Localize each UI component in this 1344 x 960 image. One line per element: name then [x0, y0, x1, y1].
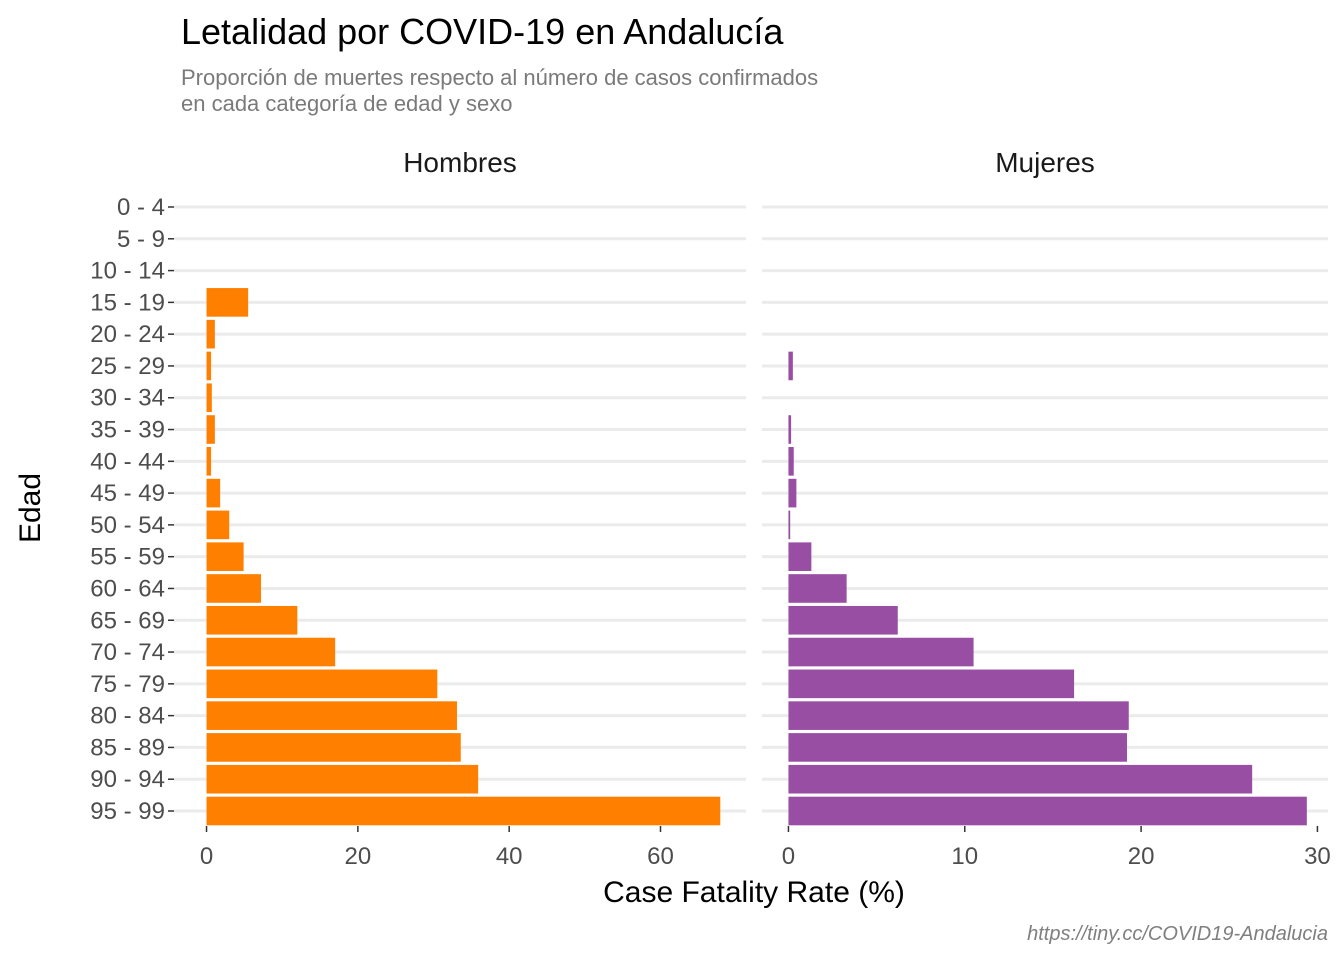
bar — [206, 478, 221, 508]
bar — [206, 542, 244, 571]
chart-caption: https://tiny.cc/COVID19-Andalucia — [1027, 923, 1328, 945]
bar — [788, 701, 1129, 730]
y-tick-label: 55 - 59 — [90, 544, 165, 571]
x-tick-label: 60 — [647, 843, 674, 870]
y-axis: 0 - 4 5 - 9 10 - 14 15 - 19 20 - 24 25 - 29 30… — [90, 194, 174, 825]
bar — [206, 605, 298, 635]
bar — [788, 415, 792, 444]
bar — [206, 288, 249, 317]
y-tick-label: 0 - 4 — [117, 194, 165, 221]
bar — [788, 637, 974, 667]
bar — [206, 764, 479, 794]
y-tick-label: 90 - 94 — [90, 766, 165, 793]
bar — [788, 510, 791, 540]
bar — [206, 319, 215, 349]
y-tick-label: 10 - 14 — [90, 258, 165, 285]
bar — [206, 447, 212, 476]
panel-mujeres: Mujeres 0 10 20 30 — [762, 147, 1331, 870]
panel-strip-label: Mujeres — [995, 147, 1095, 178]
chart-subtitle-line-2: en cada categoría de edad y sexo — [181, 91, 512, 116]
x-tick-label: 10 — [951, 843, 978, 870]
bar — [206, 637, 336, 667]
y-tick-label: 50 - 54 — [90, 512, 165, 539]
y-tick-label: 95 - 99 — [90, 798, 165, 825]
bar — [206, 383, 212, 413]
y-tick-label: 70 - 74 — [90, 639, 165, 666]
bar — [206, 701, 457, 730]
x-tick-label: 40 — [496, 843, 523, 870]
bar — [788, 764, 1253, 794]
y-tick-label: 5 - 9 — [117, 226, 165, 253]
bar — [206, 733, 461, 762]
y-tick-label: 15 - 19 — [90, 289, 165, 316]
y-axis-title: Edad — [14, 473, 47, 543]
y-tick-label: 20 - 24 — [90, 321, 165, 348]
y-tick-label: 85 - 89 — [90, 734, 165, 761]
chart-title: Letalidad por COVID-19 en Andalucía — [181, 11, 784, 52]
y-tick-label: 80 - 84 — [90, 703, 165, 730]
x-tick-label: 30 — [1304, 843, 1331, 870]
panel-hombres: Hombres 0 20 40 60 — [174, 147, 746, 870]
bar — [788, 447, 794, 476]
y-tick-label: 35 - 39 — [90, 417, 165, 444]
y-tick-label: 45 - 49 — [90, 480, 165, 507]
bar — [788, 669, 1075, 699]
chart-subtitle-line-1: Proporción de muertes respecto al número… — [181, 65, 818, 90]
bar — [206, 510, 230, 540]
bar — [206, 796, 721, 826]
y-tick-label: 75 - 79 — [90, 671, 165, 698]
y-tick-label: 30 - 34 — [90, 385, 165, 412]
y-tick-label: 65 - 69 — [90, 607, 165, 634]
bar — [788, 796, 1307, 826]
bar — [206, 415, 215, 444]
bar — [788, 351, 793, 381]
x-tick-label: 20 — [345, 843, 372, 870]
panel-strip-label: Hombres — [403, 147, 517, 178]
bar — [206, 669, 438, 699]
x-tick-label: 0 — [782, 843, 795, 870]
x-tick-label: 20 — [1128, 843, 1155, 870]
y-tick-label: 25 - 29 — [90, 353, 165, 380]
x-tick-label: 0 — [200, 843, 213, 870]
y-tick-label: 60 - 64 — [90, 575, 165, 602]
x-axis-title: Case Fatality Rate (%) — [603, 876, 905, 909]
bar — [206, 574, 262, 603]
bar — [788, 733, 1127, 762]
bar — [788, 542, 812, 571]
y-tick-label: 40 - 44 — [90, 448, 165, 475]
bar — [788, 478, 797, 508]
bar — [206, 351, 212, 381]
bar — [788, 574, 847, 603]
panels: Hombres 0 20 40 60 Mujeres 0 10 20 30 — [174, 147, 1331, 870]
bar — [788, 605, 898, 635]
